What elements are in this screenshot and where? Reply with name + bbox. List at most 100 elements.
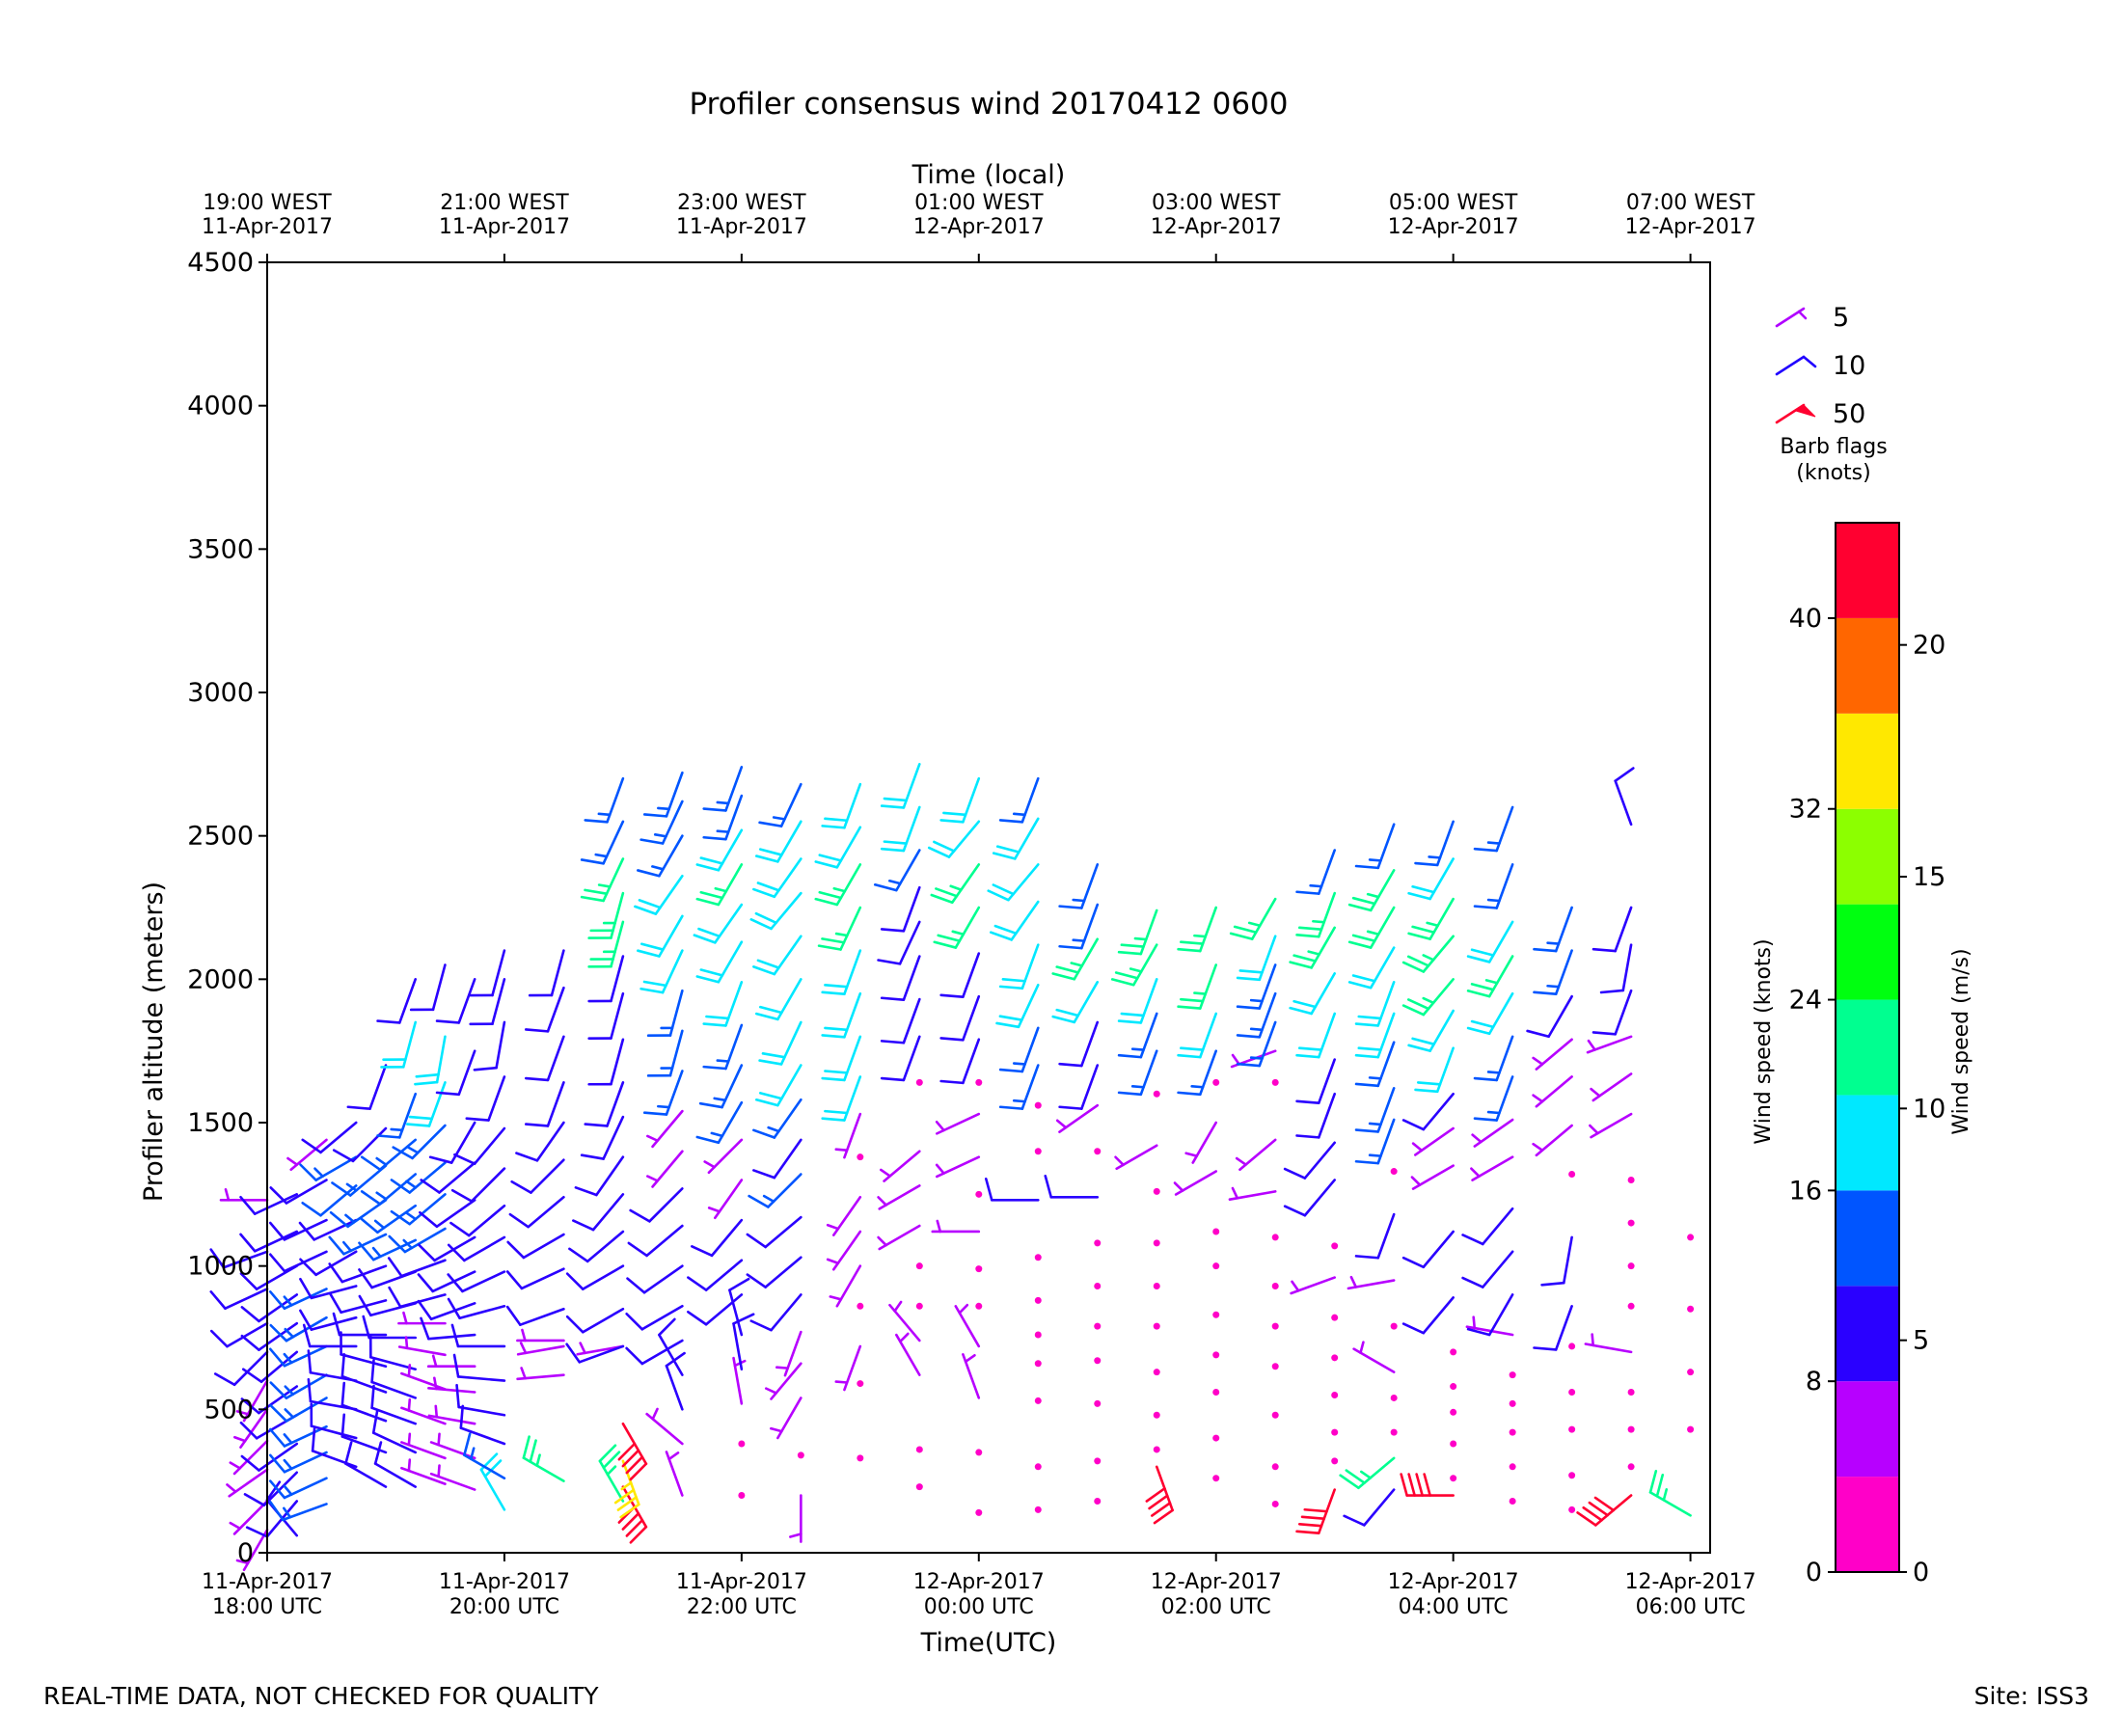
wind-barb <box>463 1432 506 1479</box>
barb-feather <box>639 838 665 845</box>
barb-feather <box>450 1188 474 1203</box>
calm-dot <box>1627 1176 1635 1183</box>
barb-staff <box>456 1375 506 1382</box>
wind-barb <box>1295 1092 1336 1139</box>
barb-feather <box>1345 1469 1366 1484</box>
barb-feather <box>299 1309 313 1331</box>
colorbar-bin <box>1836 1190 1899 1287</box>
wind-barb <box>243 1471 299 1506</box>
wind-barb <box>370 1358 418 1399</box>
wind-barb <box>1331 1428 1339 1436</box>
barb-feather <box>821 1076 846 1082</box>
barb-feather <box>268 1221 286 1241</box>
wind-barb <box>880 805 921 853</box>
barb-half-feather <box>651 865 665 871</box>
calm-dot <box>1034 1296 1042 1304</box>
barb-legend-title-line2: (knots) <box>1796 461 1870 485</box>
barb-feather <box>1354 1128 1380 1133</box>
site-label: Site: ISS3 <box>1973 1682 2089 1710</box>
barb-half-feather <box>1055 1119 1068 1129</box>
calm-dot <box>1390 1322 1398 1330</box>
calm-dot <box>1212 1388 1220 1396</box>
calm-dot <box>975 1302 983 1310</box>
wind-barb <box>1034 1296 1042 1304</box>
wind-barb <box>298 1218 358 1241</box>
wind-barb <box>880 885 921 933</box>
barb-feather <box>376 1019 401 1024</box>
barb-feather <box>505 1305 522 1326</box>
barb-feather <box>213 1372 236 1387</box>
wind-barb <box>857 1454 864 1462</box>
wind-barb <box>1533 906 1573 953</box>
barb-half-feather <box>375 1156 388 1166</box>
wind-barb <box>299 1277 358 1300</box>
wind-barb <box>419 1198 476 1229</box>
calm-dot <box>1034 1254 1042 1261</box>
barb-feather <box>1236 976 1262 982</box>
wind-barb <box>752 935 803 976</box>
barb-half-feather <box>469 1447 476 1460</box>
barb-feather <box>1180 997 1205 1003</box>
barb-feather <box>1153 1508 1174 1525</box>
wind-barb <box>373 1441 418 1488</box>
barb-staff <box>610 991 625 1040</box>
calm-dot <box>1153 1187 1160 1195</box>
barb-staff <box>491 949 506 997</box>
barb-staff <box>645 1224 684 1258</box>
barb-feather <box>818 890 843 900</box>
wind-barb <box>1401 1296 1455 1335</box>
legend-barb-half <box>1797 310 1808 320</box>
barbs-layer <box>209 763 1695 1572</box>
barb-staff <box>310 1424 358 1440</box>
wind-barb <box>695 828 744 872</box>
wind-barb <box>1283 1179 1336 1217</box>
calm-dot <box>915 1446 923 1453</box>
barb-feather <box>1411 884 1435 894</box>
barb-half-feather <box>877 1196 887 1207</box>
wind-barb <box>770 1397 803 1440</box>
wind-barb <box>1212 1475 1220 1482</box>
wind-barb <box>1466 920 1514 963</box>
wind-barb <box>915 1446 923 1453</box>
barb-half-feather <box>935 1120 945 1132</box>
wind-barb <box>1354 1118 1396 1165</box>
barb-feather <box>690 1245 714 1258</box>
wind-barb <box>1627 1262 1635 1270</box>
wind-barb <box>984 1177 1040 1202</box>
barb-feather <box>580 1153 605 1160</box>
wind-barb <box>873 849 921 892</box>
barb-feather <box>1339 1474 1360 1490</box>
barb-staff <box>495 1020 506 1070</box>
barb-half-feather <box>407 1432 412 1447</box>
legend-barb-full <box>1802 355 1817 368</box>
barb-feather <box>746 1273 767 1288</box>
barb-half-feather <box>405 1180 418 1189</box>
barb-feather <box>758 1005 783 1015</box>
wind-barb <box>1271 1363 1279 1370</box>
wind-barb <box>1153 1239 1160 1247</box>
wind-barb <box>1509 1371 1516 1379</box>
legend-barb-staff <box>1775 355 1806 376</box>
wind-barb <box>576 1342 625 1356</box>
wind-barb <box>613 1459 640 1519</box>
calm-dot <box>1034 1148 1042 1155</box>
calm-dot <box>1627 1425 1635 1433</box>
barb-feather <box>1055 965 1080 974</box>
wind-barb <box>1411 1126 1455 1156</box>
barb-staff <box>457 1405 506 1417</box>
barb-half-feather <box>762 1194 775 1204</box>
wind-barb <box>400 1397 447 1425</box>
barb-feather <box>1297 926 1323 932</box>
barb-staff <box>371 1431 418 1454</box>
barb-staff <box>591 1193 625 1232</box>
barb-feather <box>450 1323 460 1348</box>
barb-feather <box>602 1451 621 1470</box>
barb-half-feather <box>834 1148 849 1152</box>
barb-half-feather <box>1193 991 1208 995</box>
barb-staff <box>262 1471 299 1506</box>
calm-dot <box>1094 1322 1102 1330</box>
barb-half-feather <box>1249 1056 1264 1060</box>
barb-staff <box>344 1462 388 1488</box>
wind-barb <box>1236 963 1277 1010</box>
wind-barb <box>1687 1305 1695 1313</box>
